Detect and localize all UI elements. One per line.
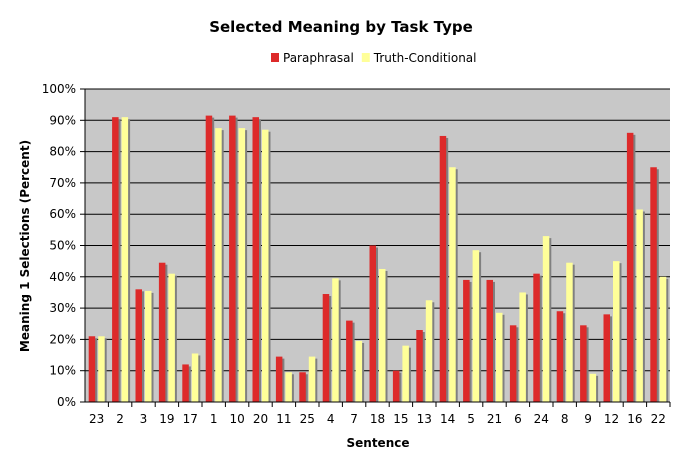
x-tick-label: 6 — [514, 412, 522, 426]
y-axis-title: Meaning 1 Selections (Percent) — [18, 140, 32, 352]
bar-paraphrasal-17 — [182, 364, 189, 402]
bar-paraphrasal-11 — [275, 356, 283, 402]
bar-truth-conditional-16 — [636, 209, 643, 402]
x-tick-label: 15 — [393, 412, 408, 426]
bar-paraphrasal-4 — [322, 294, 330, 402]
bar-truth-conditional-10 — [238, 128, 246, 402]
bar-truth-conditional-11 — [285, 372, 292, 402]
y-tick-label: 40% — [49, 270, 76, 284]
y-tick-label: 10% — [49, 364, 76, 378]
bars — [88, 115, 669, 403]
bar-truth-conditional-14 — [449, 167, 456, 402]
y-tick-label: 20% — [49, 332, 76, 346]
y-tick-label: 70% — [49, 176, 76, 190]
x-tick-label: 22 — [651, 412, 666, 426]
x-tick-label: 24 — [534, 412, 549, 426]
legend-label-truth-conditional: Truth-Conditional — [373, 51, 477, 65]
x-tick-labels: 23 2 3 19 17 1 10 20 11 25 4 7 18 15 13 14 5 21 6 24 8 9 12 16 2… — [89, 402, 671, 426]
bar-truth-conditional-20 — [262, 129, 269, 402]
x-tick-label: 25 — [300, 412, 315, 426]
bar-truth-conditional-19 — [168, 273, 175, 402]
y-tick-label: 0% — [57, 395, 76, 409]
bar-paraphrasal-19 — [158, 262, 166, 402]
bar-truth-conditional-21 — [496, 312, 503, 402]
x-tick-label: 9 — [584, 412, 592, 426]
bar-paraphrasal-3 — [135, 289, 142, 402]
chart-title: Selected Meaning by Task Type — [209, 18, 473, 36]
x-tick-label: 2 — [116, 412, 124, 426]
bar-paraphrasal-14 — [439, 135, 447, 402]
bar-paraphrasal-5 — [463, 279, 470, 402]
x-tick-label: 23 — [89, 412, 104, 426]
x-tick-label: 7 — [350, 412, 358, 426]
bar-paraphrasal-13 — [416, 330, 423, 402]
bar-truth-conditional-23 — [98, 336, 105, 402]
x-tick-label: 13 — [417, 412, 432, 426]
bar-paraphrasal-20 — [252, 117, 259, 403]
x-tick-label: 8 — [561, 412, 569, 426]
bar-truth-conditional-8 — [566, 262, 573, 402]
bar-paraphrasal-2 — [112, 117, 119, 403]
bar-truth-conditional-24 — [542, 236, 550, 402]
x-tick-label: 14 — [440, 412, 455, 426]
bar-truth-conditional-5 — [472, 250, 480, 402]
y-tick-label: 60% — [49, 207, 76, 221]
bar-paraphrasal-16 — [626, 132, 634, 402]
bar-truth-conditional-9 — [589, 373, 597, 402]
bar-truth-conditional-1 — [215, 128, 222, 402]
x-axis-title: Sentence — [347, 436, 410, 450]
x-tick-label: 5 — [467, 412, 475, 426]
bar-truth-conditional-6 — [519, 292, 526, 402]
bar-truth-conditional-7 — [355, 340, 363, 402]
x-tick-label: 10 — [229, 412, 244, 426]
x-tick-label: 12 — [604, 412, 619, 426]
x-tick-label: 11 — [276, 412, 291, 426]
bar-paraphrasal-6 — [509, 325, 517, 402]
bar-paraphrasal-10 — [229, 115, 236, 402]
y-tick-label: 80% — [49, 145, 76, 159]
bar-truth-conditional-13 — [425, 300, 433, 402]
bar-paraphrasal-1 — [205, 115, 213, 402]
x-tick-label: 3 — [140, 412, 148, 426]
bar-paraphrasal-23 — [88, 336, 96, 402]
bar-truth-conditional-25 — [308, 356, 316, 402]
y-tick-label: 90% — [49, 113, 76, 127]
y-tick-label: 30% — [49, 301, 76, 315]
legend: Paraphrasal Truth-Conditional — [271, 51, 477, 65]
y-tick-label: 100% — [42, 82, 76, 96]
bar-truth-conditional-3 — [145, 290, 152, 402]
bar-paraphrasal-22 — [650, 167, 657, 402]
legend-label-paraphrasal: Paraphrasal — [283, 51, 354, 65]
x-tick-label: 1 — [210, 412, 218, 426]
x-tick-label: 18 — [370, 412, 385, 426]
bar-truth-conditional-22 — [659, 276, 667, 402]
bar-truth-conditional-15 — [402, 345, 409, 402]
bar-truth-conditional-2 — [121, 117, 129, 403]
x-tick-label: 17 — [183, 412, 198, 426]
x-tick-label: 4 — [327, 412, 335, 426]
x-tick-label: 21 — [487, 412, 502, 426]
bar-paraphrasal-15 — [392, 370, 400, 402]
y-tick-labels: 0% 10% 20% 30% 40% 50% 60% 70% 80% 90% 100% — [42, 82, 85, 409]
x-tick-label: 19 — [159, 412, 174, 426]
bar-truth-conditional-12 — [613, 261, 620, 402]
y-tick-label: 50% — [49, 239, 76, 253]
bar-paraphrasal-24 — [533, 273, 540, 402]
bar-paraphrasal-18 — [369, 245, 376, 402]
legend-swatch-paraphrasal — [271, 53, 279, 62]
bar-paraphrasal-25 — [299, 372, 306, 402]
bar-truth-conditional-4 — [332, 278, 339, 402]
bar-paraphrasal-12 — [603, 314, 610, 402]
bar-paraphrasal-8 — [556, 311, 564, 402]
bar-paraphrasal-21 — [486, 279, 493, 402]
x-tick-label: 16 — [627, 412, 642, 426]
bar-paraphrasal-9 — [580, 325, 587, 402]
bar-paraphrasal-7 — [346, 320, 353, 402]
legend-swatch-truth-conditional — [361, 53, 370, 62]
x-tick-label: 20 — [253, 412, 268, 426]
bar-truth-conditional-17 — [191, 353, 199, 402]
bar-truth-conditional-18 — [379, 268, 386, 402]
